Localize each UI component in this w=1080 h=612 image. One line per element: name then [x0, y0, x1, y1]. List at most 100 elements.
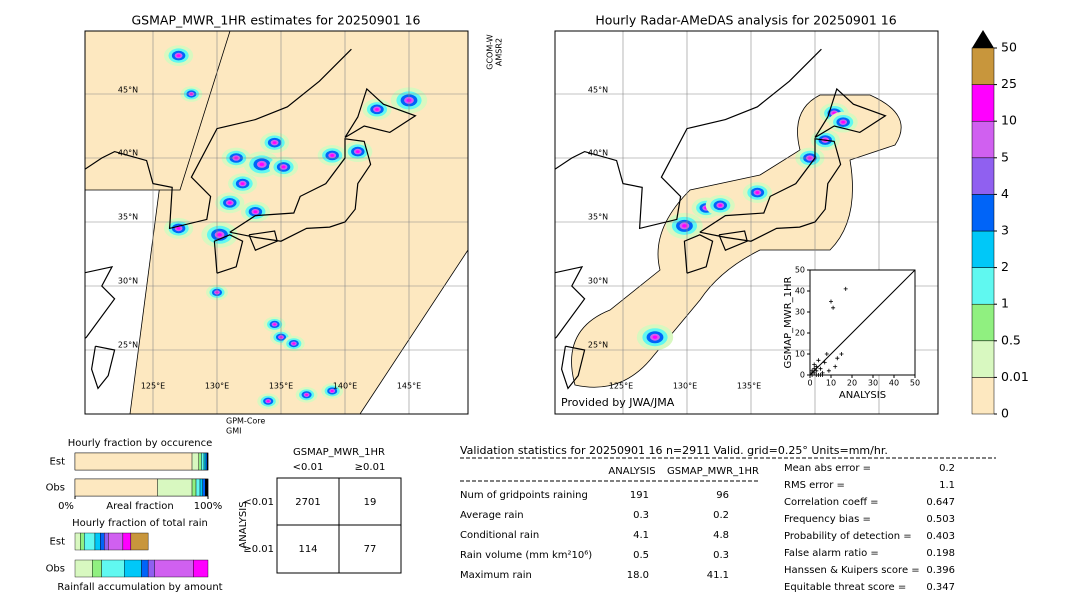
- lat-label: 30°N: [118, 277, 138, 286]
- score-label: Frequency bias =: [784, 514, 871, 525]
- rain-area: [259, 162, 265, 167]
- coastline: [248, 230, 278, 251]
- coastline: [85, 48, 352, 230]
- point: [843, 286, 848, 291]
- score-value: 1.1: [939, 480, 955, 491]
- table-cell: 77: [364, 544, 377, 555]
- bar-segment: [202, 478, 206, 497]
- rain-area: [355, 150, 360, 154]
- rain-area: [266, 400, 270, 403]
- right-map-title: Hourly Radar-AMeDAS analysis for 2025090…: [595, 13, 896, 28]
- bar-segment: [191, 478, 197, 497]
- x-tick-label: 0%: [58, 501, 74, 512]
- coastline: [213, 234, 244, 274]
- table-header: GSMAP_MWR_1HR: [293, 447, 385, 458]
- left-map-title: GSMAP_MWR_1HR estimates for 20250901 16: [132, 13, 421, 28]
- lon-label: 130°E: [673, 382, 697, 391]
- cbar-label: 2: [1001, 259, 1009, 274]
- cbar-label: 50: [1001, 40, 1017, 55]
- table-cell: 2701: [295, 497, 320, 508]
- coastline: [344, 87, 417, 139]
- stats-label: Maximum rain: [460, 570, 532, 581]
- lat-label: 35°N: [118, 213, 138, 222]
- score-label: RMS error =: [784, 480, 845, 491]
- coastline: [718, 230, 748, 251]
- point: [835, 356, 840, 361]
- extend-arrow: [972, 30, 994, 48]
- color-level: [971, 230, 995, 268]
- point: [814, 368, 819, 373]
- bar-segment: [104, 532, 109, 551]
- row-axis-label: ANALYSIS: [238, 501, 249, 548]
- lon-label: 140°E: [333, 382, 357, 391]
- lat-label: 40°N: [118, 149, 138, 158]
- lat-label: 25°N: [588, 341, 608, 350]
- cbar-label: 4: [1001, 186, 1009, 201]
- coastline: [683, 234, 714, 274]
- cbar-label: 5: [1001, 149, 1009, 164]
- score-label: Hanssen & Kuipers score =: [784, 565, 920, 576]
- stats-value: 191: [630, 490, 649, 501]
- stats-label: Average rain: [460, 510, 524, 521]
- bar-segment: [141, 559, 149, 578]
- category-label: Obs: [46, 483, 65, 494]
- bar-segment: [108, 532, 124, 551]
- coastline: [90, 345, 116, 390]
- bar-segment: [199, 478, 203, 497]
- bar-segment: [122, 532, 132, 551]
- cbar-label: 10: [1001, 113, 1017, 128]
- stats-title: Validation statistics for 20250901 16 n=…: [460, 444, 888, 457]
- category-label: Obs: [46, 564, 65, 575]
- cbar-label: 0.5: [1001, 332, 1021, 347]
- bar-segment: [84, 532, 96, 551]
- rain-area: [718, 203, 723, 207]
- stats-value: 18.0: [627, 570, 649, 581]
- rain-area: [305, 393, 309, 396]
- x-tick-label: 100%: [194, 501, 223, 512]
- bar-segment: [154, 559, 194, 578]
- score-label: Correlation coeff =: [784, 497, 879, 508]
- color-level: [971, 194, 995, 232]
- rain-area: [292, 342, 296, 345]
- lon-label: 130°E: [205, 382, 229, 391]
- map-body: [555, 31, 938, 414]
- lat-label: 40°N: [588, 149, 608, 158]
- rain-area: [273, 323, 277, 326]
- rain-area: [217, 233, 223, 237]
- stats-label: Conditional rain: [460, 530, 539, 541]
- bar-segment: [191, 452, 199, 471]
- cbar-label: 1: [1001, 296, 1009, 311]
- sensor: GMI: [226, 427, 241, 436]
- bar-segment: [130, 532, 149, 551]
- map-frame: [554, 30, 939, 415]
- point: [829, 299, 833, 304]
- lat-label: 25°N: [118, 341, 138, 350]
- rain-area: [375, 107, 379, 111]
- y-tick-label: 40: [795, 287, 805, 296]
- score-label: False alarm ratio =: [784, 548, 879, 559]
- rain-area: [330, 389, 334, 393]
- color-level: [971, 84, 995, 122]
- bar-segment: [74, 532, 81, 551]
- x-axis-label: Rainfall accumulation by amount: [57, 582, 222, 593]
- category-label: Est: [50, 457, 66, 468]
- map: 45°N 40°N 35°N 30°N 25°N 125°E 130°E 135°E 140°E…: [84, 30, 469, 415]
- point: [833, 364, 838, 369]
- rain-area: [227, 201, 232, 205]
- diagonal: [809, 269, 916, 376]
- stats-column: GSMAP_MWR_1HR: [667, 466, 759, 477]
- coverage: [571, 94, 902, 388]
- sensor: AMSR2: [495, 38, 504, 66]
- bar-segment: [101, 559, 125, 578]
- point: [814, 364, 819, 369]
- x-tick-label: 20: [847, 379, 857, 388]
- chart-title: Hourly fraction of total rain: [72, 518, 208, 529]
- lat-label: 35°N: [588, 213, 608, 222]
- color-level: [971, 340, 995, 378]
- bar-segment: [74, 478, 158, 497]
- cbar-label: 25: [1001, 76, 1017, 91]
- bar-segment: [195, 478, 201, 497]
- stats-value: 96: [716, 490, 729, 501]
- bar-segment: [74, 559, 93, 578]
